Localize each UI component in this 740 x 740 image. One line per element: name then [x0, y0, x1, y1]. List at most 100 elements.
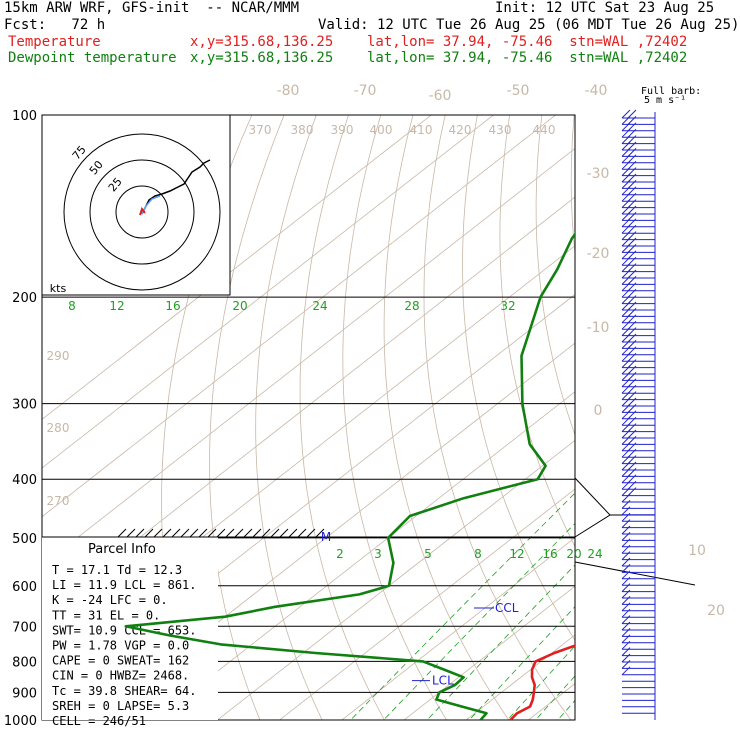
wind-barb — [621, 653, 655, 663]
wind-barb-feather — [621, 333, 631, 343]
mixing-ratio-label: 20 — [566, 547, 581, 561]
isotherm-tick-label: 20 — [707, 603, 725, 619]
wind-barb-feather — [621, 519, 631, 528]
ml-hatch — [126, 528, 136, 538]
wind-barb-feather — [621, 282, 631, 292]
ml-hatch — [198, 528, 208, 538]
isotherm-line — [574, 115, 740, 733]
wind-barb-feather — [621, 589, 631, 599]
ml-marker: M — [321, 530, 331, 544]
wind-barb — [621, 525, 655, 535]
dry-adiabat-line — [423, 115, 572, 720]
wind-barb-feather — [621, 180, 631, 189]
wind-barb-feather — [621, 404, 631, 413]
wind-barb-feather — [621, 500, 631, 509]
isotherm-tick-label: 10 — [688, 543, 706, 559]
wind-barb-feather — [621, 135, 631, 144]
wind-barb-feather — [621, 410, 631, 420]
mixing-ratio-label: 8 — [474, 547, 482, 561]
ml-hatch — [207, 528, 217, 538]
wind-barb-feather — [621, 276, 631, 285]
wind-barb-feather — [621, 512, 631, 522]
mixing-ratio-line — [426, 564, 575, 720]
wind-barb — [621, 602, 655, 612]
wind-barb — [621, 109, 655, 119]
ccl-label: CCL — [495, 601, 519, 615]
pressure-tick-label: 1000 — [4, 714, 37, 729]
dry-adiabat-line — [299, 115, 385, 720]
wind-barb-feather — [621, 480, 631, 490]
wind-barb-feather — [621, 506, 631, 516]
wind-barb-feather — [621, 615, 631, 624]
barb-legend-title: Full barb: — [641, 86, 702, 97]
ml-hatch — [153, 528, 163, 538]
hodograph-trace — [141, 159, 211, 215]
wind-barb — [621, 589, 655, 599]
wind-barb-feather — [621, 640, 631, 650]
wind-barb-feather — [621, 564, 631, 573]
pressure-tick-label: 300 — [12, 398, 37, 413]
wind-barb-feather — [621, 647, 631, 656]
wind-barb-feather — [621, 224, 631, 234]
lcl-label: LCL — [432, 674, 454, 688]
ml-hatch — [189, 528, 199, 538]
wind-barb — [621, 596, 655, 605]
wind-barb — [621, 621, 655, 631]
wind-barb-feather — [621, 160, 631, 170]
wind-barb-feather — [621, 359, 631, 368]
wind-barb-feather — [621, 416, 631, 426]
parcel-info-row: SREH = 0 LAPSE= 5.3 — [52, 699, 189, 713]
wind-barb-feather — [621, 628, 631, 637]
wind-barb-feather — [621, 455, 631, 464]
ml-hatch — [225, 528, 235, 538]
wind-barb-feather — [621, 122, 631, 132]
wind-barb-feather — [621, 583, 631, 592]
wind-barb-feather — [621, 263, 631, 272]
wind-barb-feather — [621, 199, 631, 208]
mixing-ratio-label: 5 — [424, 547, 432, 561]
wind-barb — [621, 583, 655, 593]
isotherm-tick-label: 0 — [594, 403, 603, 419]
isotherm-line — [154, 391, 575, 720]
isotherm-line — [465, 634, 575, 720]
wind-barb-feather — [621, 218, 631, 228]
parcel-info-row: CELL = 246/51 — [52, 714, 146, 728]
wind-barb — [621, 615, 655, 625]
dry-adiabat-line — [535, 115, 575, 436]
mixing-ratio-lines — [350, 492, 575, 720]
wind-barb-feather — [621, 634, 631, 644]
wind-barb-feather — [621, 525, 631, 535]
mixing-ratio-label: 24 — [312, 299, 327, 313]
wind-barb-feather — [621, 596, 631, 605]
pressure-tick-label: 100 — [12, 109, 37, 124]
wind-barb — [621, 666, 655, 676]
parcel-info-row: K = -24 LFC = 0. — [52, 593, 168, 607]
isotherm-line — [216, 439, 575, 720]
ml-hatch — [117, 528, 127, 538]
dewpoint-legend-label: Dewpoint temperature — [8, 50, 177, 66]
forecast-hour: Fcst: 72 h — [4, 17, 106, 33]
pressure-tick-label: 200 — [12, 291, 37, 306]
mixing-ratio-line — [383, 522, 575, 720]
ml-hatch — [243, 528, 253, 538]
theta-label: 370 — [249, 123, 272, 137]
theta-label: 400 — [370, 123, 393, 137]
mixing-ratio-label: 16 — [542, 547, 557, 561]
pressure-tick-label: 600 — [12, 580, 37, 595]
ml-hatch — [297, 528, 307, 538]
wind-barb-feather — [621, 608, 631, 618]
mixing-ratio-line — [506, 645, 575, 720]
wind-barb-feather — [621, 653, 631, 663]
init-time: Init: 12 UTC Sat 23 Aug 25 — [495, 0, 715, 16]
ml-hatch — [180, 528, 190, 538]
hodograph-storm-motion — [139, 206, 146, 216]
isotherm-line — [403, 585, 575, 720]
isotherm-tick-label: -20 — [587, 246, 610, 262]
barb-legend-units: 5 m s⁻¹ — [644, 95, 687, 106]
mixing-ratio-label: 2 — [336, 547, 344, 561]
dewpoint-line — [124, 232, 575, 720]
dry-adiabat-line — [383, 115, 510, 720]
wind-barb-feather — [621, 532, 631, 541]
wind-barb-feather — [621, 448, 631, 458]
